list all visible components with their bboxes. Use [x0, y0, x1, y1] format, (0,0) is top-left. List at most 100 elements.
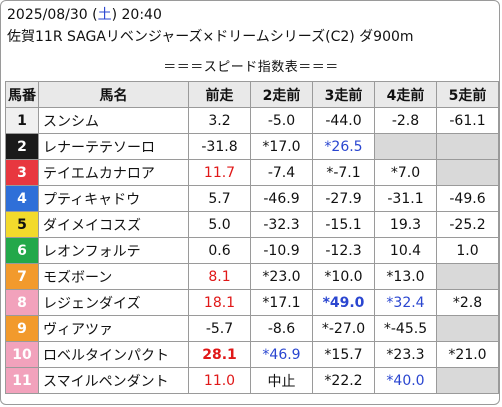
table-row: 10 ロベルタインパクト 28.1 *46.9 *15.7 *23.3 *21.…: [5, 341, 499, 368]
speed-index-cell: 19.3: [374, 211, 437, 238]
speed-index-cell: *40.0: [374, 367, 437, 394]
speed-index-cell: -15.1: [312, 211, 375, 238]
table-row: 9 ヴィアツァ -5.7 -8.6 *-27.0 *-45.5: [5, 315, 499, 342]
empty-cell: [436, 315, 499, 342]
speed-index-cell: *26.5: [312, 133, 375, 160]
race-name: 佐賀11R SAGAリベンジャーズ×ドリームシリーズ(C2) ダ900m: [7, 29, 414, 45]
speed-index-cell: -10.9: [250, 237, 313, 264]
speed-index-cell: -5.7: [188, 315, 251, 342]
speed-index-cell: 1.0: [436, 237, 499, 264]
horse-number: 2: [5, 133, 39, 160]
speed-index-cell: -44.0: [312, 107, 375, 134]
speed-index-cell: -7.4: [250, 159, 313, 186]
empty-cell: [374, 133, 437, 160]
speed-index-cell: *46.9: [250, 341, 313, 368]
speed-index-cell: -25.2: [436, 211, 499, 238]
speed-index-cell: *-45.5: [374, 315, 437, 342]
speed-index-cell: 中止: [250, 367, 313, 394]
table-row: 7 モズボーン 8.1 *23.0 *10.0 *13.0: [5, 263, 499, 290]
horse-name: スマイルペンダント: [38, 367, 189, 394]
speed-index-cell: *23.3: [374, 341, 437, 368]
speed-index-cell: 3.2: [188, 107, 251, 134]
speed-index-cell: -12.3: [312, 237, 375, 264]
speed-index-cell: *23.0: [250, 263, 313, 290]
table-row: 2 レナーテテソーロ -31.8 *17.0 *26.5: [5, 133, 499, 160]
horse-number: 11: [5, 367, 39, 394]
table-row: 1 スンシム 3.2 -5.0 -44.0 -2.8 -61.1: [5, 107, 499, 134]
speed-index-cell: *32.4: [374, 289, 437, 316]
horse-number: 5: [5, 211, 39, 238]
speed-index-cell: 18.1: [188, 289, 251, 316]
column-header: 馬名: [38, 81, 189, 108]
speed-index-cell: *10.0: [312, 263, 375, 290]
speed-index-cell: *22.2: [312, 367, 375, 394]
horse-name: ヴィアツァ: [38, 315, 189, 342]
column-header: 5走前: [436, 81, 499, 108]
horse-name: レジェンダイズ: [38, 289, 189, 316]
table-row: 3 テイエムカナロア 11.7 -7.4 *-7.1 *7.0: [5, 159, 499, 186]
speed-index-cell: 5.0: [188, 211, 251, 238]
horse-name: テイエムカナロア: [38, 159, 189, 186]
table-row: 8 レジェンダイズ 18.1 *17.1 *49.0 *32.4 *2.8: [5, 289, 499, 316]
horse-number: 3: [5, 159, 39, 186]
speed-index-cell: -8.6: [250, 315, 313, 342]
speed-index-cell: -61.1: [436, 107, 499, 134]
speed-index-cell: *17.0: [250, 133, 313, 160]
speed-index-cell: 8.1: [188, 263, 251, 290]
empty-cell: [436, 133, 499, 160]
horse-name: ダイメイコスズ: [38, 211, 189, 238]
table-title: ＝＝＝スピード指数表＝＝＝: [163, 60, 339, 75]
horse-number: 6: [5, 237, 39, 264]
speed-index-cell: -32.3: [250, 211, 313, 238]
speed-index-cell: *21.0: [436, 341, 499, 368]
horse-number: 1: [5, 107, 39, 134]
column-header: 馬番: [5, 81, 39, 108]
table-row: 11 スマイルペンダント 11.0 中止 *22.2 *40.0: [5, 367, 499, 394]
column-header: 3走前: [312, 81, 375, 108]
speed-index-table: 馬番 馬名 前走 2走前 3走前 4走前 5走前 1 スンシム 3.2 -5.0…: [5, 81, 499, 394]
horse-number: 4: [5, 185, 39, 212]
speed-index-cell: -2.8: [374, 107, 437, 134]
speed-index-cell: 5.7: [188, 185, 251, 212]
race-datetime: 2025/08/30 (土) 20:40: [7, 5, 162, 25]
speed-index-cell: *13.0: [374, 263, 437, 290]
speed-index-cell: *7.0: [374, 159, 437, 186]
speed-index-cell: -27.9: [312, 185, 375, 212]
speed-index-cell: 11.7: [188, 159, 251, 186]
speed-index-cell: *15.7: [312, 341, 375, 368]
speed-index-cell: *2.8: [436, 289, 499, 316]
speed-index-cell: -49.6: [436, 185, 499, 212]
speed-index-cell: *-7.1: [312, 159, 375, 186]
horse-name: プティキャドウ: [38, 185, 189, 212]
speed-index-cell: 10.4: [374, 237, 437, 264]
horse-name: モズボーン: [38, 263, 189, 290]
table-row: 5 ダイメイコスズ 5.0 -32.3 -15.1 19.3 -25.2: [5, 211, 499, 238]
empty-cell: [436, 367, 499, 394]
column-header: 2走前: [250, 81, 313, 108]
date-text: 2025/08/30 (: [7, 7, 98, 23]
empty-cell: [436, 263, 499, 290]
speed-index-cell: -31.8: [188, 133, 251, 160]
time-text: ) 20:40: [111, 7, 162, 23]
speed-index-cell: *17.1: [250, 289, 313, 316]
horse-name: レナーテテソーロ: [38, 133, 189, 160]
empty-cell: [436, 159, 499, 186]
speed-index-cell: *49.0: [312, 289, 375, 316]
table-row: 4 プティキャドウ 5.7 -46.9 -27.9 -31.1 -49.6: [5, 185, 499, 212]
column-header: 4走前: [374, 81, 437, 108]
horse-number: 7: [5, 263, 39, 290]
table-row: 6 レオンフォルテ 0.6 -10.9 -12.3 10.4 1.0: [5, 237, 499, 264]
horse-number: 9: [5, 315, 39, 342]
table-header-row: 馬番 馬名 前走 2走前 3走前 4走前 5走前: [5, 81, 499, 108]
horse-number: 10: [5, 341, 39, 368]
column-header: 前走: [188, 81, 251, 108]
speed-index-cell: *-27.0: [312, 315, 375, 342]
horse-name: ロベルタインパクト: [38, 341, 189, 368]
speed-index-cell: 28.1: [188, 341, 251, 368]
speed-index-cell: 11.0: [188, 367, 251, 394]
horse-number: 8: [5, 289, 39, 316]
speed-index-cell: 0.6: [188, 237, 251, 264]
speed-index-cell: -31.1: [374, 185, 437, 212]
horse-name: スンシム: [38, 107, 189, 134]
